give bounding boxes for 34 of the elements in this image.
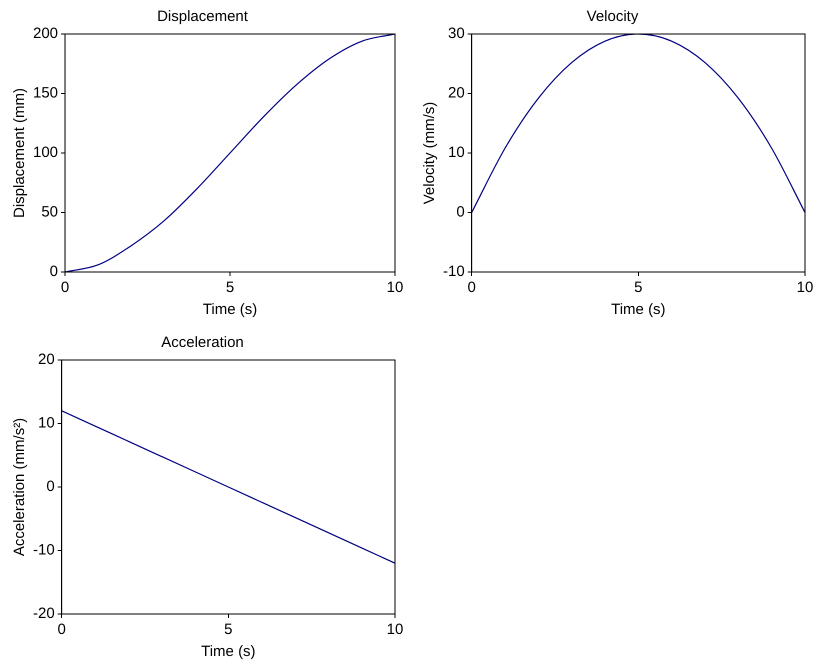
x-tick-label: 0: [468, 279, 476, 296]
y-tick-label: 50: [41, 204, 58, 221]
y-tick-label: -10: [442, 263, 465, 280]
y-tick-label: 30: [448, 25, 465, 42]
x-tick-label: 10: [796, 279, 814, 296]
x-tick-label: 5: [226, 279, 234, 296]
y-tick-label: 100: [32, 144, 58, 162]
y-tick-label: 10: [448, 144, 465, 162]
y-tick-label: 10: [38, 414, 55, 432]
x-tick-label: 5: [634, 279, 643, 296]
x-axis-title: Time (s): [611, 301, 666, 318]
chart-title: Velocity: [586, 8, 639, 26]
x-tick-label: 5: [224, 621, 233, 638]
line-series: [472, 34, 805, 214]
line-series: [62, 410, 395, 564]
y-axis-title: Velocity (mm/s): [421, 102, 438, 204]
y-axis-title: Acceleration (mm/s²): [11, 418, 28, 556]
y-tick-label: 0: [456, 204, 465, 221]
y-tick-label: 0: [50, 263, 58, 280]
chart-title: Acceleration: [161, 334, 244, 352]
chart-title: Displacement: [157, 8, 249, 26]
x-axis-title: Time (s): [201, 643, 256, 660]
x-tick-label: 0: [60, 279, 70, 296]
x-tick-label: 10: [386, 279, 404, 296]
y-tick-label: 20: [448, 84, 465, 102]
y-tick-label: 150: [32, 84, 58, 102]
x-axis-title: Time (s): [202, 301, 258, 318]
y-tick-label: 200: [32, 25, 58, 42]
x-tick-label: 10: [386, 621, 404, 638]
y-tick-label: 0: [46, 478, 55, 496]
y-tick-label: -20: [32, 605, 55, 622]
y-tick-label: 20: [38, 351, 55, 368]
y-axis-title: Displacement (mm): [11, 88, 28, 218]
y-tick-label: -10: [32, 542, 55, 559]
